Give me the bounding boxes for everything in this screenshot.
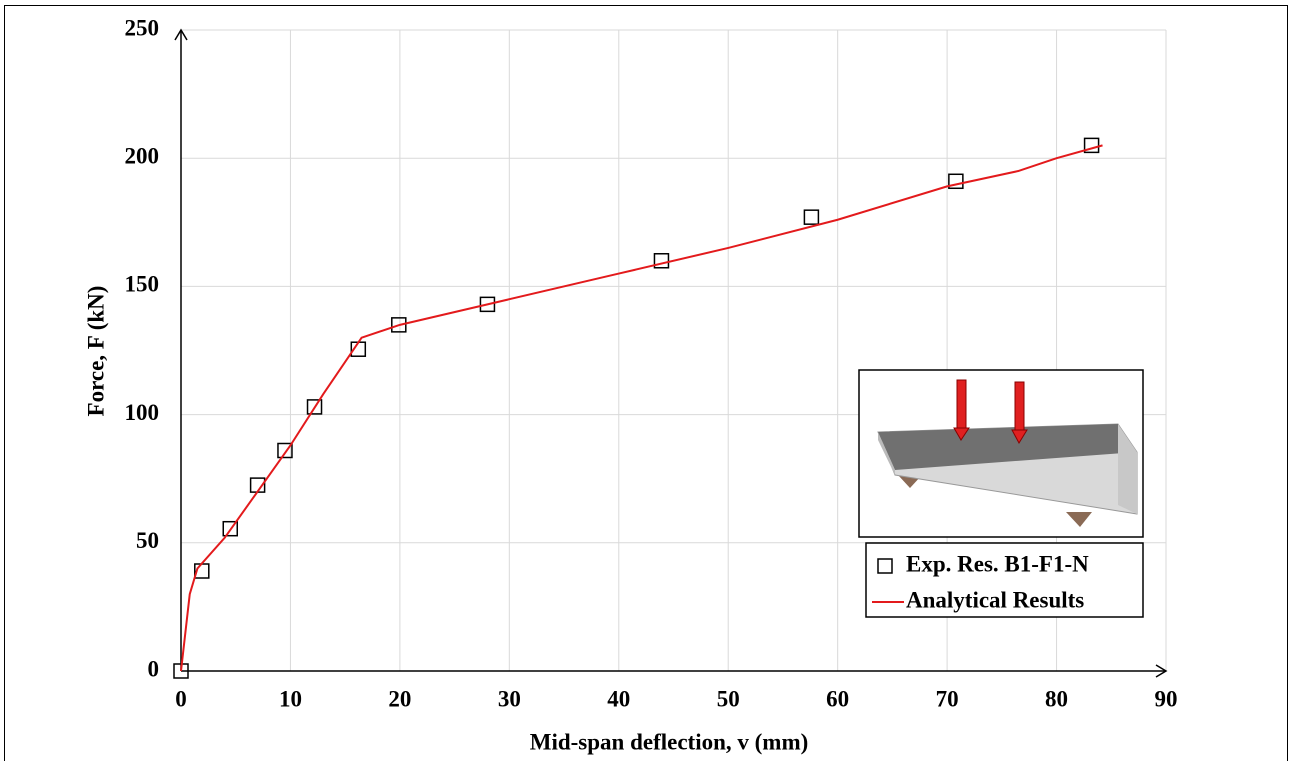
frame bbox=[4, 5, 1288, 761]
y-axis-arrow bbox=[174, 28, 188, 41]
x-tick-label: 80 bbox=[1045, 686, 1068, 711]
data-point bbox=[479, 296, 496, 313]
y-tick-label: 100 bbox=[125, 400, 160, 425]
x-tick-label: 20 bbox=[388, 686, 411, 711]
x-tick-label: 60 bbox=[826, 686, 849, 711]
legend-label: Exp. Res. B1-F1-N bbox=[906, 551, 1089, 576]
y-tick-label: 0 bbox=[148, 656, 160, 681]
data-point bbox=[948, 173, 964, 190]
legend: Exp. Res. B1-F1-N Analytical Results bbox=[865, 542, 1144, 618]
x-axis-arrow bbox=[1155, 664, 1168, 678]
legend-marker bbox=[877, 558, 893, 574]
inset-image bbox=[858, 369, 1144, 538]
legend-box bbox=[865, 542, 1144, 618]
y-tick-label: 250 bbox=[125, 15, 160, 40]
y-tick-label: 50 bbox=[136, 528, 159, 553]
y-tick-label: 200 bbox=[125, 143, 160, 168]
x-axis-label: Mid-span deflection, v (mm) bbox=[530, 729, 809, 754]
data-point bbox=[653, 253, 670, 269]
plot bbox=[173, 137, 1103, 679]
x-tick-label: 10 bbox=[279, 686, 302, 711]
data-point bbox=[391, 317, 407, 333]
data-line bbox=[180, 144, 1103, 672]
x-tick-label: 90 bbox=[1155, 686, 1178, 711]
x-tick-label: 30 bbox=[498, 686, 521, 711]
x-tick-label: 0 bbox=[175, 686, 187, 711]
x-tick-label: 70 bbox=[936, 686, 959, 711]
x-tick-label: 50 bbox=[717, 686, 740, 711]
data-point bbox=[277, 442, 293, 459]
data-point bbox=[803, 209, 820, 225]
x-tick-label: 40 bbox=[607, 686, 630, 711]
grid: 0 10 20 30 40 50 60 70 80 90 0 50 100 150 200 250 bbox=[125, 15, 1178, 711]
legend-label: Analytical Results bbox=[906, 587, 1084, 612]
data-point bbox=[1083, 137, 1100, 154]
y-tick-label: 150 bbox=[125, 272, 160, 297]
data-point bbox=[306, 399, 323, 415]
y-axis-label: Force, F (kN) bbox=[83, 286, 108, 417]
data-point bbox=[222, 520, 238, 537]
